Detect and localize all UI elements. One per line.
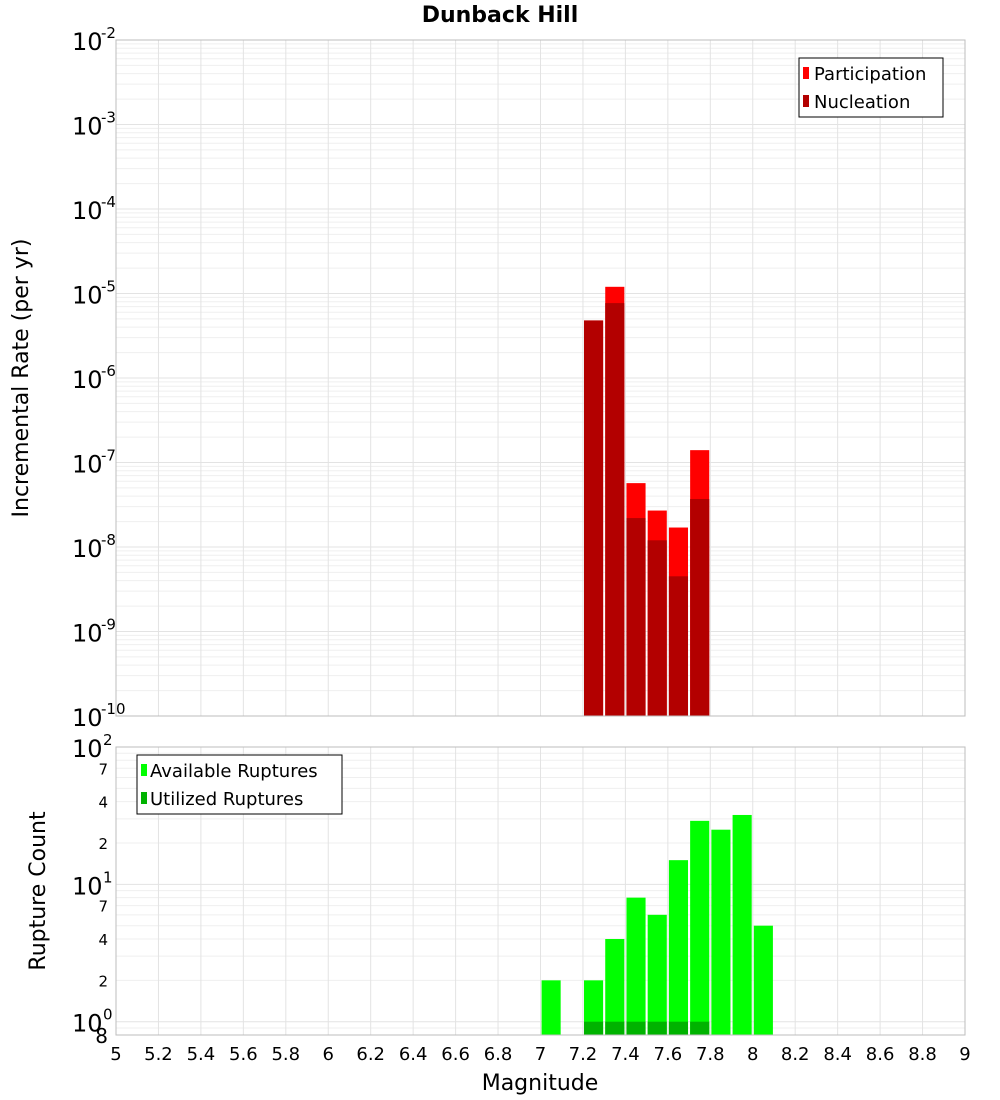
top-y-tick-exponent: -4 <box>101 193 116 211</box>
x-tick-label: 7 <box>535 1044 546 1065</box>
top-bars <box>584 286 710 716</box>
bottom-y-tick-exponent: 0 <box>103 1006 113 1024</box>
x-tick-label: 6.6 <box>441 1044 470 1065</box>
bar-available-ruptures <box>732 814 752 1035</box>
x-tick-label: 7.2 <box>569 1044 598 1065</box>
bar-available-ruptures <box>541 980 561 1035</box>
bottom-y-minor-tick-label: 7 <box>98 760 108 778</box>
bar-utilized-ruptures <box>626 1021 646 1035</box>
x-tick-label: 5.2 <box>144 1044 173 1065</box>
bottom-plot-border <box>115 746 966 1036</box>
legend-swatch-participation <box>803 67 809 79</box>
bar-available-ruptures <box>626 897 646 1035</box>
bar-available-ruptures <box>584 980 604 1035</box>
bar-nucleation <box>690 498 710 716</box>
x-tick-label: 8.2 <box>781 1044 810 1065</box>
x-tick-label: 5.8 <box>271 1044 300 1065</box>
x-tick-label: 7.4 <box>611 1044 640 1065</box>
x-tick-label: 7.8 <box>696 1044 725 1065</box>
top-y-axis-label: Incremental Rate (per yr) <box>9 239 34 518</box>
top-legend: Participation Nucleation <box>798 57 944 118</box>
legend-label-nucleation: Nucleation <box>814 92 910 113</box>
bar-nucleation <box>647 540 667 716</box>
top-y-tick-base: 10 <box>72 28 103 56</box>
bar-nucleation <box>626 518 646 716</box>
bar-nucleation <box>584 320 604 716</box>
x-tick-label: 8.8 <box>908 1044 937 1065</box>
bottom-y-minor-tick-label: 2 <box>98 972 108 990</box>
bottom-y-tick-base: 10 <box>72 735 103 763</box>
legend-label-participation: Participation <box>814 64 926 85</box>
bottom-y-minor-tick-label: 4 <box>98 931 108 949</box>
bar-nucleation <box>605 303 625 716</box>
x-tick-label: 6.4 <box>399 1044 428 1065</box>
legend-label-utilized: Utilized Ruptures <box>150 789 303 810</box>
top-grid <box>115 39 966 717</box>
x-tick-label: 5 <box>110 1044 121 1065</box>
top-y-tick-exponent: -2 <box>101 24 116 42</box>
top-y-tick-base: 10 <box>72 113 103 141</box>
top-y-tick-exponent: -3 <box>101 109 116 127</box>
legend-label-available: Available Ruptures <box>150 761 318 782</box>
x-axis-label: Magnitude <box>482 1071 599 1096</box>
x-tick-label: 8.6 <box>866 1044 895 1065</box>
top-legend-box <box>798 57 944 118</box>
bar-utilized-ruptures <box>668 1021 689 1035</box>
x-tick-label: 9 <box>959 1044 970 1065</box>
legend-swatch-utilized <box>141 792 147 804</box>
bottom-y-minor-tick-label: 8 <box>95 1024 108 1048</box>
top-plot-border <box>115 39 966 717</box>
x-tick-label: 7.6 <box>654 1044 683 1065</box>
bottom-y-tick-base: 10 <box>72 872 103 900</box>
top-y-tick-exponent: -5 <box>101 278 116 296</box>
top-y-tick-labels: 10-210-310-410-510-610-710-810-910-10 <box>72 24 126 732</box>
top-y-tick-base: 10 <box>72 704 103 732</box>
x-tick-labels: 5 5.2 5.4 5.6 5.8 6 6.2 6.4 6.6 6.8 7 7.2 7.4 7.6 7.8 8… <box>110 1044 970 1065</box>
x-tick-label: 6 <box>323 1044 334 1065</box>
bottom-y-tick-base: 10 <box>72 1010 103 1038</box>
bar-available-ruptures <box>753 925 773 1035</box>
bar-available-ruptures <box>605 939 625 1035</box>
top-y-tick-base: 10 <box>72 282 103 310</box>
bottom-legend: Available Ruptures Utilized Ruptures <box>136 754 343 815</box>
top-y-tick-base: 10 <box>72 620 103 648</box>
top-y-tick-base: 10 <box>72 366 103 394</box>
top-y-tick-base: 10 <box>72 197 103 225</box>
bottom-y-minor-tick-label: 7 <box>98 898 108 916</box>
top-y-tick-base: 10 <box>72 535 103 563</box>
bottom-legend-box <box>136 754 343 815</box>
bar-available-ruptures <box>668 860 689 1035</box>
bar-available-ruptures <box>647 914 667 1035</box>
bottom-y-minor-tick-label: 2 <box>98 835 108 853</box>
bottom-bars <box>541 814 773 1035</box>
bar-available-ruptures <box>690 820 710 1035</box>
bottom-y-tick-exponent: 1 <box>103 868 113 886</box>
bar-utilized-ruptures <box>584 1021 604 1035</box>
x-tick-label: 5.4 <box>187 1044 216 1065</box>
bar-utilized-ruptures <box>605 1021 625 1035</box>
top-y-tick-exponent: -6 <box>101 362 116 380</box>
top-y-tick-exponent: -10 <box>101 700 126 718</box>
top-y-tick-exponent: -9 <box>101 616 116 634</box>
legend-swatch-available <box>141 764 147 776</box>
x-tick-label: 8 <box>747 1044 758 1065</box>
x-tick-label: 6.8 <box>484 1044 513 1065</box>
bar-utilized-ruptures <box>647 1021 667 1035</box>
x-tick-label: 8.4 <box>823 1044 852 1065</box>
chart-title: Dunback Hill <box>422 3 579 28</box>
legend-swatch-nucleation <box>803 95 809 107</box>
top-y-tick-exponent: -7 <box>101 447 116 465</box>
bottom-y-minor-tick-label: 4 <box>98 794 108 812</box>
top-y-tick-base: 10 <box>72 451 103 479</box>
bar-utilized-ruptures <box>690 1021 710 1035</box>
bar-nucleation <box>668 576 689 716</box>
x-tick-label: 5.6 <box>229 1044 258 1065</box>
top-y-tick-exponent: -8 <box>101 531 116 549</box>
x-tick-label: 6.2 <box>356 1044 385 1065</box>
bottom-y-axis-label: Rupture Count <box>26 811 51 971</box>
bottom-y-tick-exponent: 2 <box>103 731 113 749</box>
bar-available-ruptures <box>711 829 731 1035</box>
